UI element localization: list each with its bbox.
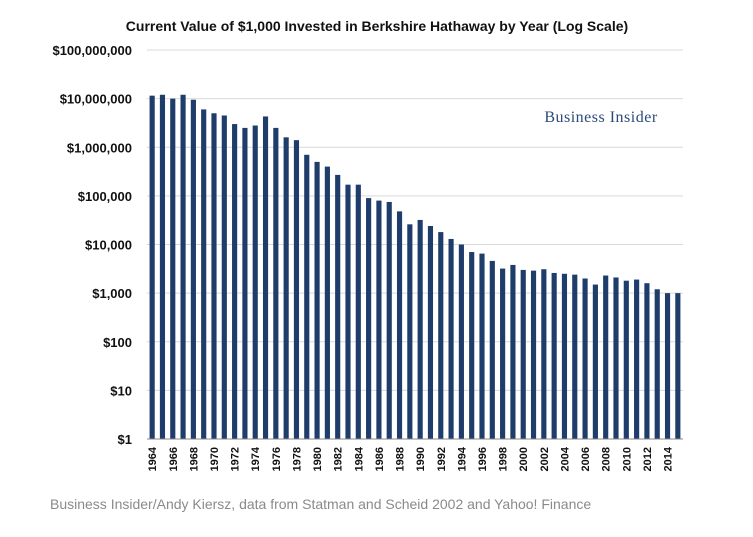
bar	[448, 238, 454, 439]
bar	[324, 166, 330, 439]
bar	[293, 140, 300, 439]
source-credit: Business Insider/Andy Kiersz, data from …	[50, 496, 592, 512]
x-tick-label: 2008	[601, 447, 613, 471]
x-tick-label: 1978	[291, 447, 303, 471]
watermark: Business Insider	[544, 109, 658, 126]
bar	[644, 283, 650, 439]
x-tick-label: 2012	[642, 447, 654, 471]
bar	[283, 137, 289, 439]
x-tick-label: 2006	[580, 447, 592, 471]
y-tick-label: $10,000	[85, 238, 132, 253]
bar	[603, 275, 609, 439]
y-tick-label: $1,000	[92, 286, 132, 301]
bar	[335, 174, 341, 439]
bar	[623, 280, 629, 439]
bar	[149, 95, 155, 440]
bar	[273, 127, 279, 440]
x-tick-label: 1994	[456, 446, 468, 471]
bar	[159, 94, 166, 440]
bar	[211, 113, 217, 439]
bar	[376, 200, 382, 439]
y-tick-label: $100	[103, 335, 132, 350]
bar	[613, 277, 619, 439]
bar	[386, 201, 392, 439]
bar	[366, 198, 372, 439]
y-axis-ticks: $1 $10 $100 $1,000 $10,000 $100,000 $1,000,000…	[52, 43, 132, 447]
bar	[634, 279, 640, 439]
bar	[469, 252, 475, 439]
x-tick-label: 1972	[230, 447, 242, 471]
bar	[252, 125, 258, 439]
bar	[345, 184, 351, 439]
y-tick-label: $1,000,000	[67, 140, 132, 155]
y-tick-label: $100,000,000	[52, 43, 132, 58]
x-tick-label: 1986	[374, 447, 386, 471]
x-tick-label: 1966	[168, 447, 180, 471]
y-tick-label: $10	[110, 383, 132, 398]
bar	[221, 115, 227, 440]
x-tick-label: 1974	[250, 446, 262, 471]
bar	[190, 99, 196, 440]
bar	[510, 264, 516, 439]
x-tick-label: 2002	[539, 447, 551, 471]
bar	[417, 219, 423, 439]
bar	[232, 124, 238, 440]
x-tick-label: 1990	[415, 447, 427, 471]
bar	[592, 284, 598, 439]
bar	[500, 268, 506, 439]
x-tick-label: 1984	[353, 446, 365, 471]
chart-title: Current Value of $1,000 Invested in Berk…	[126, 18, 628, 34]
bar	[304, 154, 310, 439]
x-tick-label: 1988	[395, 447, 407, 471]
bar	[664, 293, 671, 440]
bar	[489, 260, 495, 439]
bar	[180, 94, 186, 440]
bar	[427, 226, 434, 439]
x-axis-ticks: 1964 1966 1968 1970 1972 1974 1976 1978 1980 1982…	[147, 446, 674, 471]
bar	[396, 211, 403, 439]
x-tick-label: 2010	[621, 447, 633, 471]
gridlines	[147, 49, 683, 391]
y-tick-label: $10,000,000	[60, 92, 132, 107]
bar	[520, 269, 526, 439]
x-tick-label: 1996	[477, 447, 489, 471]
bar	[572, 274, 578, 439]
x-tick-label: 1980	[312, 447, 324, 471]
bar	[407, 224, 413, 439]
bar	[675, 293, 681, 440]
bars	[149, 94, 681, 440]
x-tick-label: 2014	[663, 446, 675, 471]
bar	[582, 278, 588, 439]
bar	[530, 270, 537, 439]
bar	[654, 289, 660, 439]
y-tick-label: $100,000	[78, 189, 132, 204]
x-tick-label: 1992	[436, 447, 448, 471]
bar	[314, 161, 320, 439]
bar	[479, 253, 485, 439]
bar	[551, 272, 557, 439]
bar	[355, 184, 361, 439]
bar	[262, 116, 269, 439]
x-tick-label: 1976	[271, 447, 283, 471]
bar	[438, 232, 444, 439]
x-tick-label: 1968	[188, 447, 200, 471]
bar	[561, 273, 568, 439]
x-tick-label: 1970	[209, 447, 221, 471]
bar	[170, 98, 176, 440]
bar	[201, 109, 207, 439]
bar	[458, 244, 464, 439]
x-tick-label: 1964	[147, 446, 159, 471]
x-tick-label: 1998	[498, 447, 510, 471]
bar	[242, 127, 248, 440]
x-tick-label: 1982	[333, 447, 345, 471]
x-tick-label: 2000	[518, 447, 530, 471]
y-tick-label: $1	[118, 432, 132, 447]
x-tick-label: 2004	[559, 446, 571, 471]
bar	[541, 269, 547, 439]
